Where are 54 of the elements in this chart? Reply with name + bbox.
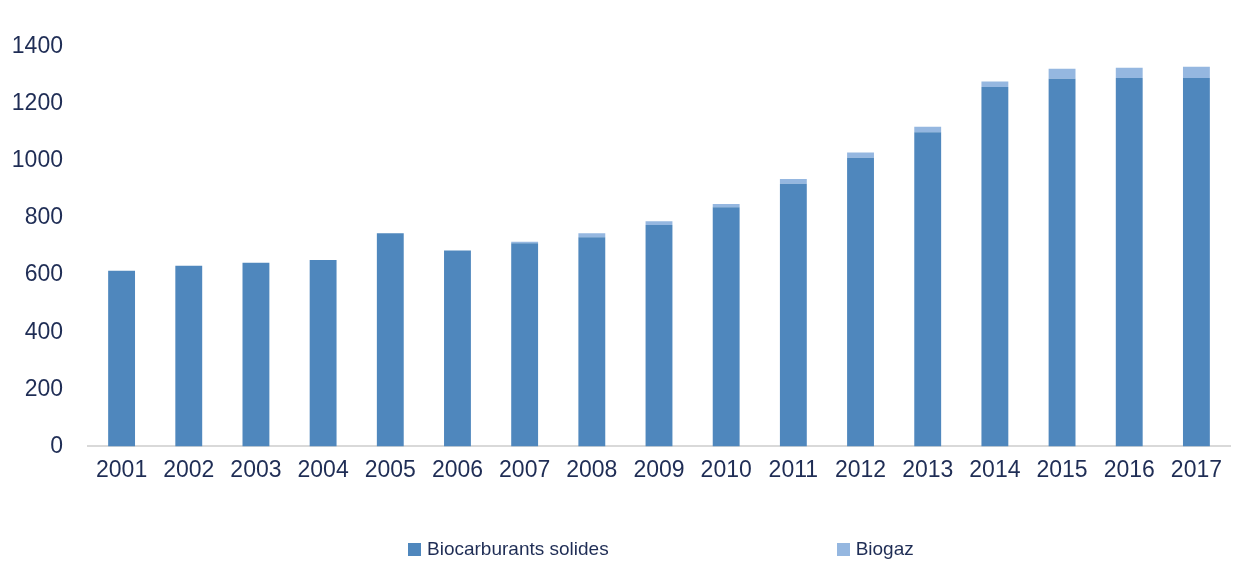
x-tick-label: 2007 bbox=[499, 455, 551, 482]
bar bbox=[578, 233, 606, 238]
bar bbox=[1048, 68, 1076, 79]
y-tick-label: 200 bbox=[24, 374, 63, 401]
y-tick-label: 1000 bbox=[11, 146, 63, 173]
bar bbox=[779, 178, 807, 184]
bar bbox=[914, 132, 942, 447]
bar bbox=[444, 250, 471, 447]
bar bbox=[847, 152, 874, 158]
bar bbox=[981, 87, 1009, 447]
y-tick-label: 800 bbox=[24, 203, 63, 230]
x-tick-label: 2017 bbox=[1170, 455, 1222, 482]
bar bbox=[712, 207, 740, 447]
bar bbox=[1048, 78, 1076, 447]
bar bbox=[914, 126, 942, 133]
x-tick-label: 2005 bbox=[364, 455, 416, 482]
bar bbox=[1115, 67, 1143, 78]
bar bbox=[511, 243, 539, 447]
legend-label: Biogaz bbox=[855, 537, 914, 561]
bar bbox=[779, 183, 807, 447]
bar bbox=[175, 265, 203, 447]
y-tick-label: 600 bbox=[24, 260, 63, 287]
x-tick-label: 2002 bbox=[163, 455, 215, 482]
bar bbox=[578, 237, 606, 447]
bar bbox=[376, 233, 404, 447]
bar bbox=[645, 224, 673, 447]
x-tick-label: 2001 bbox=[96, 455, 148, 482]
x-tick-label: 2004 bbox=[297, 455, 349, 482]
bar bbox=[309, 260, 337, 447]
bar bbox=[847, 157, 874, 447]
x-tick-label: 2008 bbox=[566, 455, 618, 482]
bar bbox=[242, 262, 270, 447]
legend-label: Biocarburants solides bbox=[427, 537, 609, 561]
x-tick-label: 2010 bbox=[700, 455, 752, 482]
y-tick-label: 400 bbox=[24, 317, 63, 344]
x-tick-label: 2003 bbox=[230, 455, 282, 482]
y-tick-label: 1400 bbox=[11, 32, 63, 59]
x-tick-label: 2009 bbox=[633, 455, 685, 482]
bar bbox=[981, 81, 1009, 88]
bar bbox=[712, 204, 740, 208]
bar bbox=[1182, 66, 1210, 78]
x-tick-label: 2011 bbox=[768, 455, 819, 482]
bar bbox=[645, 221, 673, 225]
x-tick-label: 2015 bbox=[1036, 455, 1088, 482]
x-tick-label: 2013 bbox=[902, 455, 954, 482]
bar bbox=[1115, 77, 1143, 447]
x-tick-label: 2014 bbox=[969, 455, 1021, 482]
bar bbox=[1182, 77, 1210, 447]
y-tick-label: 1200 bbox=[11, 89, 63, 116]
x-tick-label: 2006 bbox=[431, 455, 484, 482]
bar bbox=[108, 270, 136, 447]
y-tick-label: 0 bbox=[50, 431, 63, 458]
x-tick-label: 2016 bbox=[1103, 455, 1155, 482]
x-tick-label: 2012 bbox=[834, 455, 887, 482]
